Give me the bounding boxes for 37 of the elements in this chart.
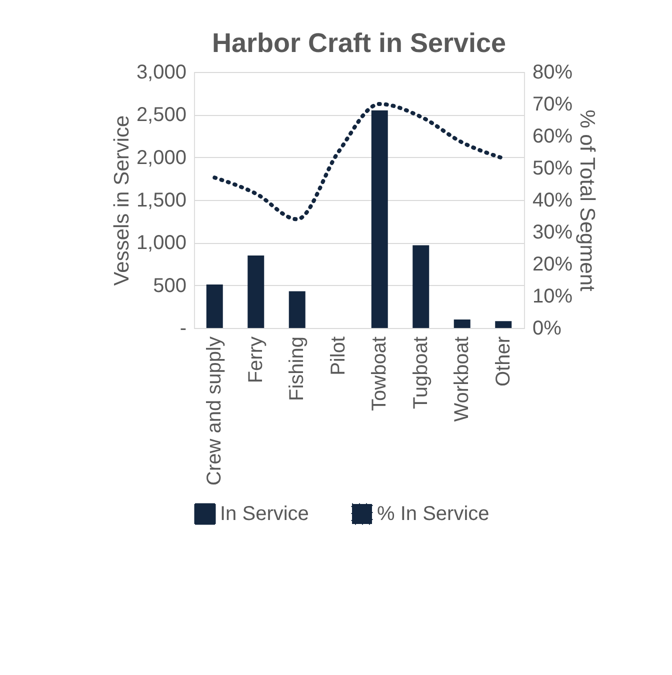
y-tick-label: 1,000 [136,232,186,254]
bar [371,110,388,328]
y-tick-label: 500 [153,274,186,297]
bar [248,255,264,328]
y-tick-label: 1,500 [136,190,186,212]
legend-label: % In Service [377,503,490,525]
y2-tick-label: 70% [532,94,573,116]
bar [288,291,306,328]
y-tick-label: 2,000 [136,146,186,169]
y-tick-label: 3,000 [136,62,186,84]
x-tick-label: Workboat [451,336,474,422]
y-axis-title: Vessels in Service [110,115,134,286]
x-tick-label: Fishing [286,336,308,401]
x-tick-label: Tugboat [410,336,432,410]
y2-tick-label: 50% [532,158,573,180]
chart-title: Harbor Craft in Service [212,28,506,58]
x-tick-label: Towboat [368,336,391,411]
x-tick-label: Ferry [244,336,267,384]
bar [206,284,223,328]
y2-axis-title: % of Total Segment [576,110,599,292]
x-tick-label: Other [492,336,514,387]
bar [495,321,512,328]
x-tick-label: Pilot [327,336,350,376]
y-tick-label: - [180,318,186,340]
y2-tick-label: 40% [532,190,573,212]
y2-tick-label: 80% [532,62,573,84]
y2-tick-label: 0% [532,318,562,340]
x-tick-label: Crew and supply [204,336,226,486]
bar [412,245,430,328]
y2-tick-label: 60% [532,126,573,148]
y2-tick-label: 30% [532,222,573,244]
y2-tick-label: 10% [532,286,573,308]
bar [454,319,470,328]
line-series [212,102,506,222]
y-tick-label: 2,500 [136,104,186,126]
legend-label: In Service [220,503,309,525]
y2-tick-label: 20% [532,254,573,276]
